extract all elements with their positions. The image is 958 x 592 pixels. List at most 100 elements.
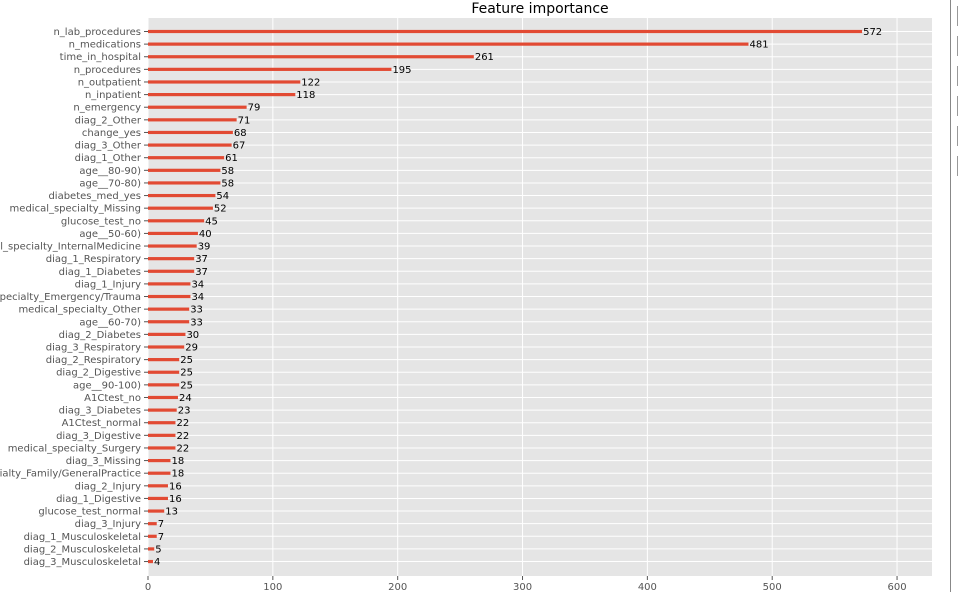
y-tick-label: diag_2_Injury — [75, 481, 141, 492]
y-tick-label: diag_3_Injury — [75, 519, 141, 530]
bar — [148, 496, 168, 501]
x-tick-label: 100 — [263, 582, 282, 592]
x-tick-label: 0 — [145, 582, 151, 592]
y-tick-label: diag_2_Other — [75, 115, 142, 126]
bar-value-label: 25 — [180, 368, 193, 379]
bar — [148, 294, 191, 299]
y-tick-label: diag_1_Musculoskeletal — [24, 532, 141, 543]
y-tick-label: glucose_test_normal — [38, 507, 141, 518]
y-tick-label: diag_1_Other — [75, 153, 142, 164]
bar-value-label: 61 — [225, 153, 238, 164]
bar-value-label: 39 — [198, 242, 211, 253]
bar — [148, 156, 225, 160]
bar-value-label: 195 — [392, 65, 411, 76]
bar — [148, 320, 190, 324]
y-tick-label: medical_specialty_Family/GeneralPractice — [0, 469, 141, 480]
y-tick-label: n_emergency — [73, 103, 141, 114]
y-tick-label: n_inpatient — [85, 90, 141, 101]
y-tick-label: medical_specialty_Missing — [10, 204, 141, 215]
bar-value-label: 37 — [195, 254, 208, 265]
y-tick-label: diag_2_Digestive — [56, 368, 141, 379]
y-tick-label: time_in_hospital — [60, 52, 141, 63]
bar-value-label: 24 — [179, 393, 192, 404]
bar — [148, 55, 474, 59]
y-tick-label: diag_3_Missing — [66, 456, 141, 467]
y-tick-label: n_medications — [69, 40, 141, 51]
bar-value-label: 7 — [158, 532, 164, 543]
window-edge-line — [950, 0, 951, 592]
bar — [148, 282, 191, 286]
y-tick-label: age__90-100) — [73, 380, 141, 391]
window-edge — [946, 0, 958, 592]
y-tick-label: n_procedures — [74, 65, 141, 76]
bar-value-label: 40 — [199, 229, 212, 240]
bar-value-label: 45 — [205, 216, 218, 227]
bar-value-label: 52 — [214, 204, 227, 215]
y-tick-label: diag_3_Digestive — [56, 431, 141, 442]
bar — [148, 307, 190, 311]
bar — [148, 105, 247, 109]
y-tick-label: diag_1_Diabetes — [59, 267, 141, 278]
bar — [148, 522, 157, 526]
y-tick-label: diag_1_Injury — [75, 279, 141, 290]
bar — [148, 547, 155, 551]
bar — [148, 143, 232, 147]
bar — [148, 29, 863, 34]
bar-value-label: 481 — [749, 40, 768, 51]
bar — [148, 370, 180, 374]
bar — [148, 383, 180, 387]
bar-value-label: 23 — [178, 406, 191, 417]
bar-value-label: 54 — [216, 191, 229, 202]
bar-value-label: 5 — [155, 544, 161, 555]
x-tick-label: 500 — [763, 582, 782, 592]
y-tick-label: diag_1_Respiratory — [46, 254, 141, 265]
bar-value-label: 261 — [475, 52, 494, 63]
y-tick-label: diag_2_Musculoskeletal — [24, 544, 141, 555]
y-tick-label: medical_specialty_Other — [18, 305, 141, 316]
y-tick-label: medical_specialty_InternalMedicine — [0, 242, 141, 253]
y-tick-label: diag_3_Diabetes — [59, 406, 141, 417]
y-tick-label: diag_3_Respiratory — [46, 343, 141, 354]
bar — [148, 257, 195, 261]
bar-value-label: 118 — [296, 90, 315, 101]
y-tick-label: diag_3_Musculoskeletal — [24, 557, 141, 568]
y-tick-label: age__50-60) — [79, 229, 141, 240]
bar — [148, 421, 176, 425]
y-tick-label: medical_specialty_Surgery — [8, 443, 141, 454]
bar-value-label: 68 — [234, 128, 247, 139]
bar-value-label: 25 — [180, 355, 193, 366]
y-tick-label: n_outpatient — [78, 77, 141, 88]
bar — [148, 509, 165, 513]
bar-value-label: 572 — [863, 27, 882, 38]
y-tick-label: diag_2_Diabetes — [59, 330, 141, 341]
bars — [148, 29, 863, 564]
y-tick-label: age__70-80) — [79, 178, 141, 189]
y-tick-label: age__80-90) — [79, 166, 141, 177]
x-tick-label: 400 — [638, 582, 657, 592]
bar — [148, 534, 157, 538]
bar-value-label: 22 — [176, 418, 189, 429]
y-tick-label: A1Ctest_normal — [62, 418, 141, 429]
bar-value-label: 34 — [191, 279, 204, 290]
bar-value-label: 58 — [221, 166, 234, 177]
bar — [148, 408, 177, 412]
bar-value-label: 30 — [186, 330, 199, 341]
bar — [148, 219, 205, 223]
bar — [148, 206, 213, 210]
bar-value-label: 33 — [190, 305, 203, 316]
bar — [148, 193, 216, 198]
bar — [148, 395, 178, 400]
x-tick-label: 200 — [388, 582, 407, 592]
bar — [148, 93, 296, 97]
bar-value-label: 79 — [248, 103, 261, 114]
bar — [148, 231, 198, 236]
bar-value-label: 29 — [185, 343, 198, 354]
y-tick-label: n_lab_procedures — [53, 27, 141, 38]
value-labels: 5724812611951221187971686761585854524540… — [154, 27, 882, 568]
chart-title: Feature importance — [471, 1, 608, 17]
bar — [148, 244, 197, 248]
bar — [148, 67, 392, 71]
bar — [148, 42, 749, 46]
x-tick-label: 300 — [513, 582, 532, 592]
